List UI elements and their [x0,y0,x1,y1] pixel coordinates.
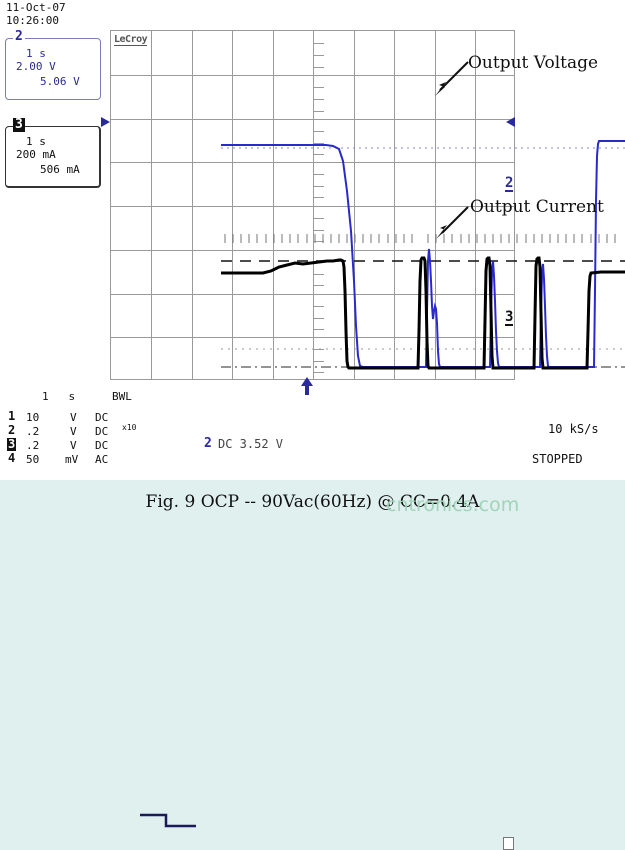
channel-3-timebase: 1 s [26,135,46,148]
output-voltage-trace [221,140,625,368]
center-tick [313,318,324,319]
status-bar: 1 s BWL 1 10 V DC 2 .2 V DC x10 3 .2 V D… [0,385,625,850]
status-bwl-label[interactable]: BWL [112,390,132,403]
time-text: 10:26:00 [6,14,59,27]
trigger-readout: DC 3.52 V [218,437,284,451]
site-watermark: cntronics.com [386,494,520,516]
status-channel-3-unit: V [70,439,77,452]
center-tick [313,154,324,155]
center-tick [313,67,324,68]
center-tick [313,241,324,242]
status-channel-2-unit: V [70,425,77,438]
grid-line-h [111,294,514,295]
center-tick [313,99,324,100]
status-channel-4-coupling: AC [95,453,109,466]
center-tick [313,329,324,330]
center-tick [313,174,324,175]
grid-line-h [111,119,514,120]
sample-rate-readout: 10 kS/s [548,422,599,436]
center-tick [313,87,324,88]
grid-line-v-center [313,31,314,379]
channel-3-offset: 506 mA [40,163,80,176]
status-channel-3-coupling: DC [95,439,109,452]
status-channel-4-scale: 50 [26,453,40,466]
lecroy-logo: LeCroy [114,34,148,46]
output-current-arrow-icon [436,206,469,239]
grid-line-v [151,31,152,379]
center-tick [313,55,324,56]
center-tick [313,262,324,263]
edge-label-ch2: 2 [505,175,514,192]
center-tick [313,197,324,198]
center-tick [313,218,324,219]
status-channel-1-number[interactable]: 1 [8,409,16,423]
status-channel-1-coupling: DC [95,411,109,424]
acquisition-state-icon[interactable] [503,837,514,850]
grid-line-h [111,162,514,163]
trigger-position-arrow-icon[interactable] [300,377,316,395]
grid-line-h [111,75,514,76]
center-tick [313,306,324,307]
center-tick [313,111,324,112]
center-tick [313,361,324,362]
date-text: 11-Oct-07 [6,1,66,14]
center-tick [313,186,324,187]
status-timebase[interactable]: 1 s [42,390,76,403]
center-tick [313,349,324,350]
center-tick [313,131,324,132]
status-channel-4-number[interactable]: 4 [8,451,16,465]
edge-label-ch3: 3 [505,309,514,326]
status-channel-2-coupling: DC [95,425,109,438]
grid-line-h [111,250,514,251]
grid-line-v [273,31,274,379]
channel-3-tag: 3 [13,117,25,132]
center-tick [313,274,324,275]
output-voltage-arrow-icon [435,61,469,96]
ch3-tick-row [224,234,616,243]
grid-line-h [111,337,514,338]
grid-line-v [232,31,233,379]
status-channel-2-probe: x10 [122,423,137,432]
status-channel-3-number[interactable]: 3 [7,437,17,451]
status-channel-4-unit: mV [65,453,79,466]
waveform-traces [221,140,625,370]
center-tick [313,372,324,373]
datetime-readout: 11-Oct-07 10:26:00 [6,1,66,27]
channel-2-descriptor-box[interactable]: 2 1 s 2.00 V 5.06 V [5,30,101,100]
output-current-trace [221,256,625,370]
grid-line-v [394,31,395,379]
ch2-left-offset-marker-icon[interactable] [101,117,110,127]
channel-3-descriptor-box[interactable]: 3 1 s 200 mA 506 mA [5,118,101,188]
channel-2-offset: 5.06 V [40,75,80,88]
trigger-slope-icon[interactable] [138,810,200,828]
status-channel-1-unit: V [70,411,77,424]
status-channel-1-scale: 10 [26,411,40,424]
channel-2-tag: 2 [13,29,25,44]
grid-line-v [192,31,193,379]
center-tick [313,285,324,286]
channel-3-scale: 200 mA [16,148,56,161]
figure-caption: Fig. 9 OCP -- 90Vac(60Hz) @ CC=0.4A [145,492,480,512]
status-channel-2-scale: .2 [26,425,40,438]
center-tick [313,230,324,231]
center-tick [313,143,324,144]
channel-2-timebase: 1 s [26,47,46,60]
channel-2-scale: 2.00 V [16,60,56,73]
status-channel-3-scale: .2 [26,439,40,452]
grid-line-v [354,31,355,379]
acquisition-state-label: STOPPED [532,452,583,466]
status-channel-2-number[interactable]: 2 [8,423,16,437]
center-tick [313,43,324,44]
annotation-output-current: Output Current [470,197,604,217]
trigger-source-label[interactable]: 2 [204,436,212,451]
annotation-output-voltage: Output Voltage [468,53,599,73]
ch2-right-offset-marker-icon[interactable] [506,117,515,127]
